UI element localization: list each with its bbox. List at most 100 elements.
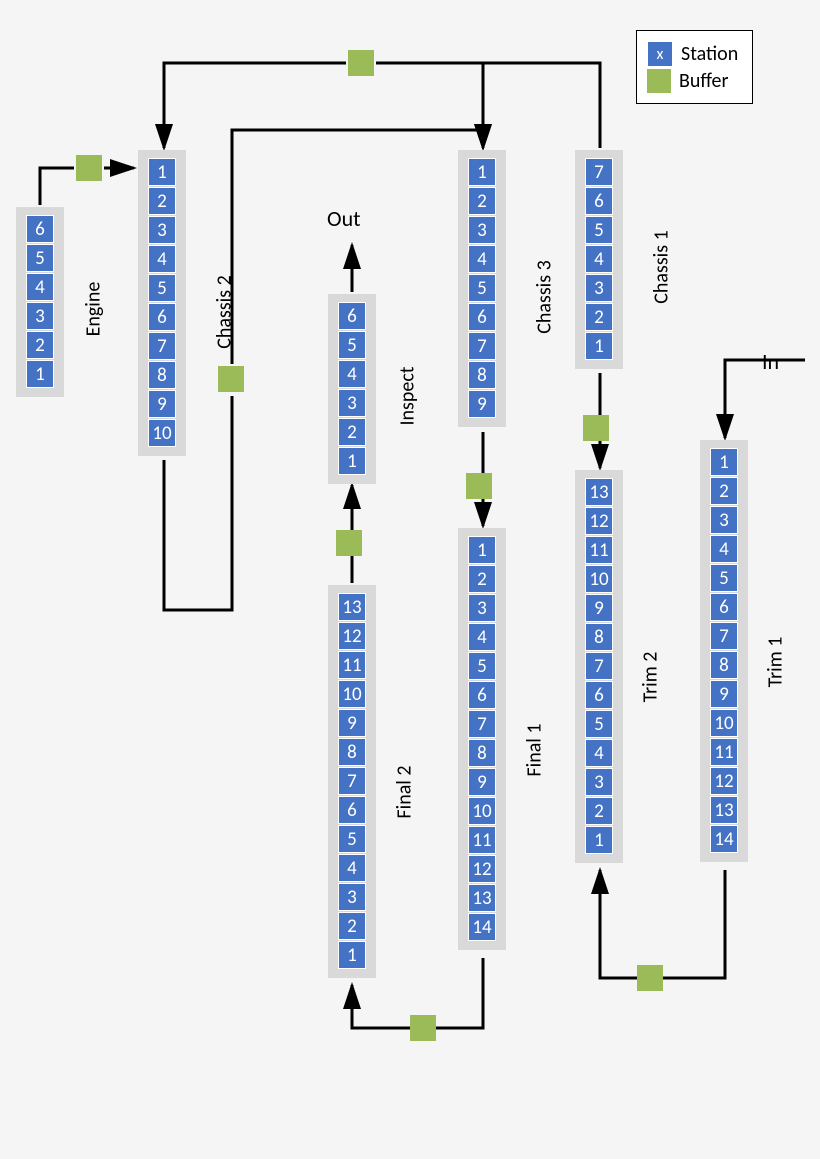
buffer	[410, 1015, 436, 1041]
station: 1	[585, 826, 613, 854]
group-label: Engine	[81, 282, 105, 337]
station: 5	[338, 825, 366, 853]
station: 3	[468, 216, 496, 244]
station: 9	[710, 680, 738, 708]
station: 4	[338, 360, 366, 388]
station: 4	[468, 623, 496, 651]
group-label: Final 2	[393, 765, 417, 818]
station: 1	[148, 158, 176, 186]
station: 3	[338, 883, 366, 911]
station: 2	[148, 187, 176, 215]
group-label: Chassis 2	[213, 275, 237, 348]
group-chassis2: 12345678910Chassis 2	[138, 150, 186, 456]
group-label: Chassis 1	[650, 230, 674, 303]
station: 11	[585, 536, 613, 564]
station: 3	[710, 506, 738, 534]
station: 4	[710, 535, 738, 563]
group-engine: 654321Engine	[16, 207, 64, 397]
station: 2	[585, 797, 613, 825]
station: 11	[338, 651, 366, 679]
station: 12	[468, 855, 496, 883]
station: 14	[468, 913, 496, 941]
station: 4	[338, 854, 366, 882]
legend-station-label: Station	[681, 42, 738, 66]
station: 2	[338, 912, 366, 940]
station: 10	[710, 709, 738, 737]
group-label: Final 1	[523, 723, 547, 776]
station: 11	[468, 826, 496, 854]
station: 13	[585, 478, 613, 506]
station: 6	[148, 303, 176, 331]
legend-station-marker: x	[657, 45, 664, 64]
group-final2: 13121110987654321Final 2	[328, 585, 376, 978]
station: 6	[710, 593, 738, 621]
station: 10	[585, 565, 613, 593]
buffer	[348, 50, 374, 76]
out-label: Out	[327, 205, 361, 232]
buffer-icon	[647, 69, 671, 93]
group-label: Chassis 3	[533, 260, 557, 333]
buffer	[583, 415, 609, 441]
station: 6	[468, 303, 496, 331]
group-label: Trim 1	[763, 637, 787, 688]
station-icon: x	[647, 41, 673, 67]
station: 3	[585, 274, 613, 302]
station: 7	[468, 332, 496, 360]
station: 13	[468, 884, 496, 912]
station: 2	[338, 418, 366, 446]
buffer	[336, 530, 362, 556]
station: 3	[26, 302, 54, 330]
station: 9	[338, 709, 366, 737]
station: 13	[710, 796, 738, 824]
station: 8	[468, 739, 496, 767]
station: 4	[585, 245, 613, 273]
station: 7	[148, 332, 176, 360]
group-chassis3: 123456789Chassis 3	[458, 150, 506, 427]
in-label: In	[762, 348, 779, 375]
station: 4	[148, 245, 176, 273]
station: 5	[26, 244, 54, 272]
station: 2	[585, 303, 613, 331]
station: 7	[585, 158, 613, 186]
connector	[600, 870, 725, 978]
group-trim1: 1234567891011121314Trim 1	[700, 440, 748, 862]
station: 1	[468, 536, 496, 564]
buffer	[76, 155, 102, 181]
connectors-svg	[0, 0, 820, 1159]
station: 3	[148, 216, 176, 244]
station: 5	[338, 331, 366, 359]
station: 1	[338, 941, 366, 969]
group-label: Inspect	[395, 367, 419, 426]
station: 2	[468, 565, 496, 593]
station: 11	[710, 738, 738, 766]
station: 8	[148, 361, 176, 389]
station: 1	[710, 448, 738, 476]
station: 13	[338, 593, 366, 621]
station: 3	[468, 594, 496, 622]
connector	[376, 63, 483, 148]
station: 3	[585, 768, 613, 796]
station: 9	[585, 594, 613, 622]
station: 6	[338, 302, 366, 330]
station: 10	[148, 419, 176, 447]
station: 6	[338, 796, 366, 824]
station: 2	[26, 331, 54, 359]
station: 7	[338, 767, 366, 795]
legend-row-station: x Station	[647, 41, 738, 67]
legend: x Station Buffer	[636, 30, 753, 104]
buffer	[218, 366, 244, 392]
group-chassis1: 7654321Chassis 1	[575, 150, 623, 369]
station: 4	[26, 273, 54, 301]
station: 9	[148, 390, 176, 418]
connector	[483, 63, 600, 148]
station: 9	[468, 390, 496, 418]
station: 1	[338, 447, 366, 475]
station: 5	[710, 564, 738, 592]
group-trim2: 13121110987654321Trim 2	[575, 470, 623, 863]
station: 1	[585, 332, 613, 360]
station: 1	[468, 158, 496, 186]
station: 2	[468, 187, 496, 215]
station: 5	[148, 274, 176, 302]
group-final1: 1234567891011121314Final 1	[458, 528, 506, 950]
station: 8	[468, 361, 496, 389]
